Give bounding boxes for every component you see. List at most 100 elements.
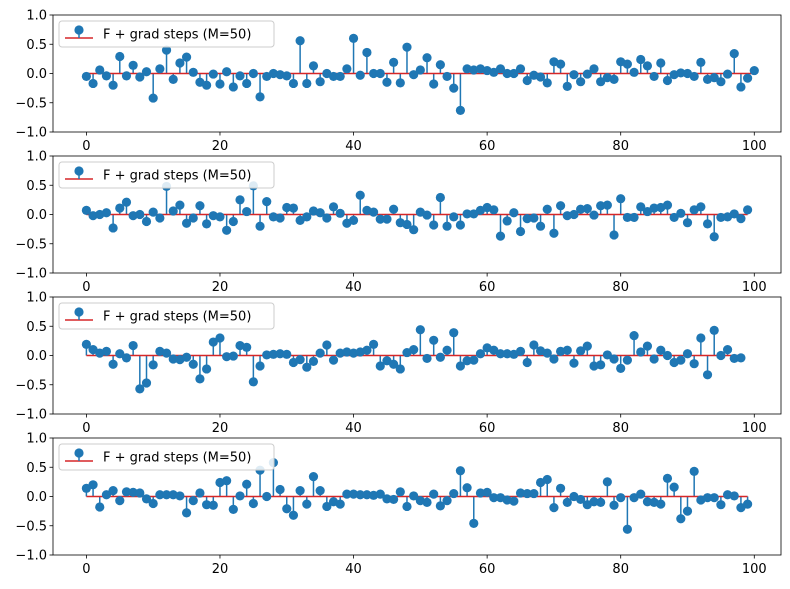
stem-marker bbox=[148, 498, 158, 509]
stem-marker bbox=[302, 362, 312, 372]
y-tick-label: −1.0 bbox=[15, 267, 47, 282]
stem-marker bbox=[489, 205, 499, 215]
stem-marker bbox=[509, 208, 519, 218]
stem-marker bbox=[435, 60, 445, 70]
stem-marker bbox=[569, 209, 579, 220]
stem-marker bbox=[435, 501, 445, 511]
stem-marker bbox=[495, 231, 506, 241]
stem-marker bbox=[609, 74, 619, 84]
stem-marker bbox=[429, 489, 439, 499]
stem-marker bbox=[382, 214, 392, 224]
stem-marker bbox=[322, 340, 332, 350]
subplot-2: −1.0 −0.5 0.0 0.5 1.0 0 20 40 60 80 100 F + grad st… bbox=[15, 150, 782, 295]
stem-marker bbox=[709, 493, 719, 503]
x-tick-label: 60 bbox=[479, 280, 496, 295]
stem-marker bbox=[328, 355, 339, 365]
stem-marker bbox=[208, 500, 218, 510]
stem-marker bbox=[422, 210, 432, 220]
stem-marker bbox=[288, 510, 299, 520]
stem-marker bbox=[108, 80, 118, 90]
legend-box bbox=[58, 302, 275, 330]
y-tick-label: −0.5 bbox=[15, 96, 47, 111]
stem-marker bbox=[636, 54, 646, 65]
stem-marker bbox=[208, 337, 218, 347]
stem-marker bbox=[622, 212, 632, 223]
stem-marker bbox=[342, 489, 352, 499]
stem-marker bbox=[709, 325, 719, 335]
stem-marker bbox=[743, 499, 753, 509]
stem-marker bbox=[649, 203, 659, 213]
stem-marker bbox=[409, 345, 419, 355]
stem-marker bbox=[616, 194, 626, 204]
stem-marker bbox=[342, 64, 352, 74]
stem-marker bbox=[495, 349, 506, 359]
stem-marker bbox=[375, 68, 385, 79]
stem-marker bbox=[662, 200, 673, 210]
stem-marker bbox=[108, 486, 118, 496]
stem-marker bbox=[736, 82, 746, 92]
stem-marker bbox=[215, 333, 225, 343]
stem-marker bbox=[295, 486, 305, 496]
stem-marker bbox=[175, 491, 185, 501]
stem-marker bbox=[689, 359, 699, 369]
stem-marker bbox=[101, 346, 112, 357]
stem-marker bbox=[455, 361, 466, 371]
stem-marker bbox=[315, 348, 325, 358]
stem-marker bbox=[422, 353, 432, 364]
y-tick-label: −1.0 bbox=[15, 549, 47, 564]
stem-marker bbox=[222, 476, 232, 486]
stem-marker bbox=[202, 500, 212, 510]
x-tick-label: 80 bbox=[612, 562, 629, 577]
y-tick-label: 0.5 bbox=[26, 320, 47, 335]
x-tick-label: 100 bbox=[742, 421, 767, 436]
stem-marker bbox=[121, 353, 132, 363]
stem-marker bbox=[669, 482, 679, 492]
stem-marker bbox=[736, 213, 746, 224]
stem-marker bbox=[222, 225, 232, 235]
stem-marker bbox=[729, 491, 739, 501]
stem-marker bbox=[522, 213, 532, 224]
legend-label: F + grad steps (M=50) bbox=[103, 28, 251, 43]
y-tick-label: −0.5 bbox=[15, 378, 47, 393]
stem-marker bbox=[402, 501, 412, 512]
stem-marker bbox=[308, 356, 319, 366]
stem-marker bbox=[402, 219, 412, 230]
stem-marker bbox=[622, 355, 632, 365]
stem-marker bbox=[175, 58, 185, 68]
stem-marker bbox=[322, 213, 332, 223]
stem-marker bbox=[222, 352, 232, 362]
stem-marker bbox=[308, 472, 319, 482]
stem-marker bbox=[121, 71, 132, 81]
stem-marker bbox=[235, 71, 245, 81]
legend-box bbox=[58, 161, 275, 189]
stem-marker bbox=[702, 219, 713, 229]
stem-marker bbox=[462, 483, 472, 493]
stem-marker bbox=[682, 506, 693, 516]
x-tick-label: 0 bbox=[82, 280, 90, 295]
stem-marker bbox=[141, 494, 152, 504]
stem-marker bbox=[555, 201, 566, 211]
stem-marker bbox=[128, 487, 138, 498]
stem-marker bbox=[101, 208, 112, 218]
stem-marker bbox=[202, 80, 212, 90]
stem-marker bbox=[589, 64, 599, 74]
stem-marker bbox=[596, 360, 606, 370]
stem-marker bbox=[709, 72, 719, 83]
stem-marker bbox=[676, 514, 686, 524]
legend-marker-swatch bbox=[74, 166, 84, 176]
stem-marker bbox=[215, 212, 225, 222]
stem-marker bbox=[576, 204, 586, 214]
stem-marker bbox=[515, 488, 526, 498]
stem-marker bbox=[696, 333, 706, 343]
stem-marker bbox=[362, 47, 372, 58]
stem-marker bbox=[135, 209, 145, 220]
stem-marker bbox=[368, 207, 379, 217]
stem-marker bbox=[676, 68, 686, 78]
x-tick-label: 100 bbox=[742, 562, 767, 577]
stem-marker bbox=[168, 206, 178, 216]
stem-marker bbox=[629, 67, 639, 77]
stem-marker bbox=[662, 350, 673, 361]
x-tick-label: 100 bbox=[742, 280, 767, 295]
stem-marker bbox=[222, 67, 232, 77]
